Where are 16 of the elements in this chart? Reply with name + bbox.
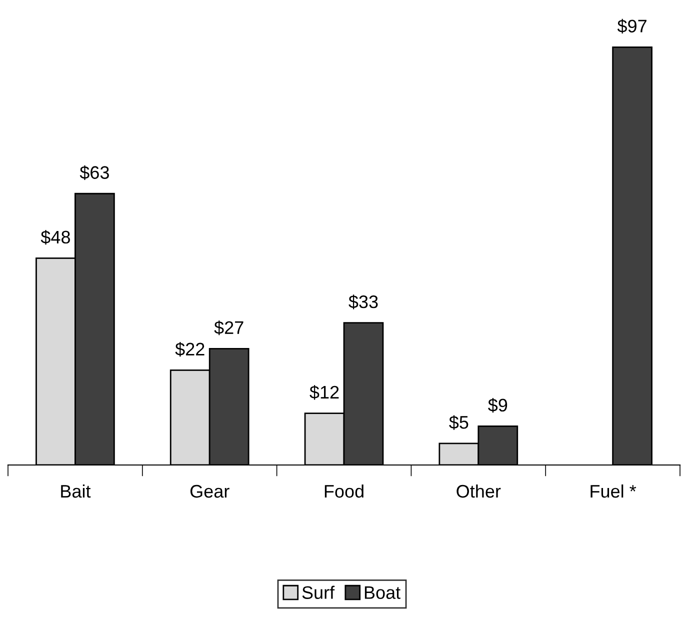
data-label: $27 — [214, 320, 244, 336]
x-tick-label: Bait — [61, 484, 91, 498]
data-label: $33 — [348, 294, 378, 310]
x-tick-label: Food — [324, 484, 364, 498]
data-label: $97 — [617, 18, 646, 34]
data-label: $48 — [40, 230, 70, 245]
legend-label: Boat — [364, 586, 400, 599]
data-label: $63 — [80, 165, 109, 180]
legend-label: Surf — [302, 586, 335, 599]
x-tick-label: Gear — [190, 484, 230, 498]
data-label: $9 — [488, 398, 508, 413]
data-label: $22 — [175, 342, 204, 357]
x-tick-label: Fuel * — [590, 484, 636, 498]
data-label: $5 — [449, 415, 468, 430]
x-tick-label: Other — [456, 484, 501, 498]
data-label: $12 — [310, 385, 339, 400]
